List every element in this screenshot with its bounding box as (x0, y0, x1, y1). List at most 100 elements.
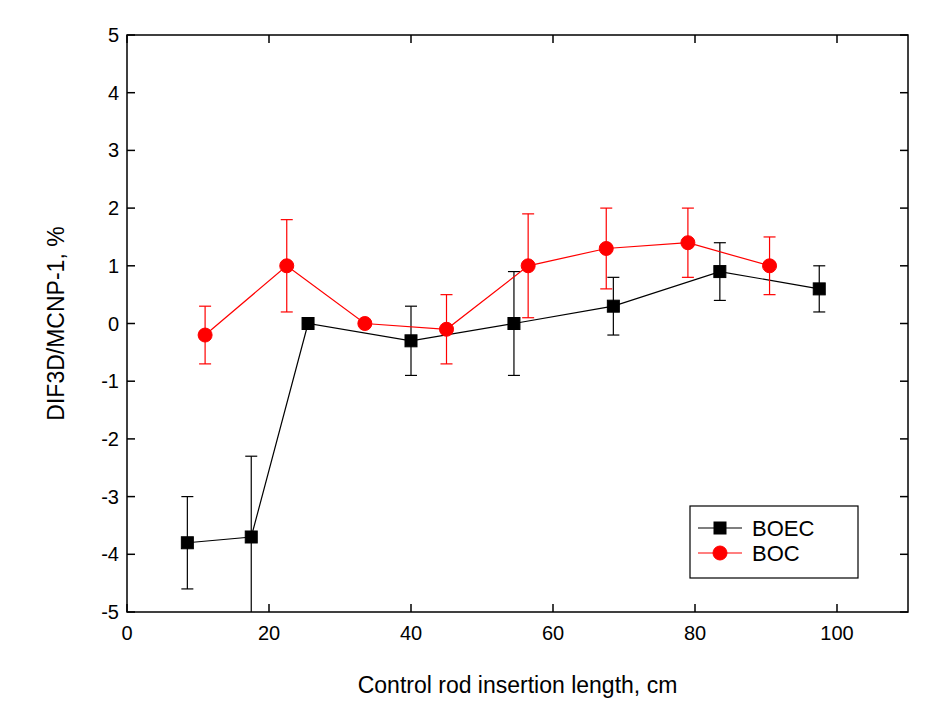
error-cap (245, 456, 257, 457)
legend-label: BOEC (752, 516, 814, 541)
data-point (714, 266, 726, 278)
x-tick (410, 604, 412, 612)
series-line (205, 243, 769, 335)
error-cap (199, 363, 211, 364)
error-bar (181, 497, 193, 589)
x-tick-label: 20 (258, 622, 280, 644)
y-tick-label: -5 (101, 601, 119, 623)
error-cap (508, 375, 520, 376)
data-point (245, 531, 257, 543)
error-cap (764, 294, 776, 295)
error-cap (508, 271, 520, 272)
data-point (508, 318, 520, 330)
y-tick (127, 496, 135, 498)
y-tick-right (900, 92, 908, 94)
legend-label: BOC (752, 541, 800, 566)
error-cap (441, 363, 453, 364)
y-tick-label: 2 (108, 197, 119, 219)
x-tick-label: 0 (121, 622, 132, 644)
y-tick-right (900, 496, 908, 498)
y-tick-label: -2 (101, 428, 119, 450)
y-tick-label: 3 (108, 139, 119, 161)
error-bar (199, 306, 211, 364)
error-cap (522, 213, 534, 214)
data-point (521, 259, 535, 273)
y-tick (127, 554, 135, 556)
x-axis-label: Control rod insertion length, cm (358, 672, 678, 698)
x-tick-label: 100 (820, 622, 853, 644)
y-tick (127, 34, 135, 36)
error-cap (405, 375, 417, 376)
error-cap (405, 306, 417, 307)
error-cap (600, 208, 612, 209)
error-cap (600, 288, 612, 289)
legend-box (690, 506, 858, 578)
x-tick (694, 604, 696, 612)
error-bar (508, 272, 520, 376)
y-tick-right (900, 150, 908, 152)
error-cap (181, 496, 193, 497)
y-tick-label: 4 (108, 82, 119, 104)
data-point (198, 328, 212, 342)
y-tick-right (900, 554, 908, 556)
y-tick (127, 380, 135, 382)
y-tick-label: 5 (108, 24, 119, 46)
error-cap (607, 277, 619, 278)
chart: 020406080100-5-4-3-2-1012345Control rod … (0, 0, 951, 706)
y-tick (127, 438, 135, 440)
y-tick (127, 92, 135, 94)
error-cap (441, 294, 453, 295)
x-tick (268, 604, 270, 612)
error-bar (281, 220, 293, 312)
data-point (405, 335, 417, 347)
series-line (187, 272, 819, 543)
x-tick-top (836, 35, 838, 43)
x-tick (836, 604, 838, 612)
y-tick-label: 1 (108, 255, 119, 277)
error-cap (714, 300, 726, 301)
error-cap (281, 219, 293, 220)
y-tick (127, 323, 135, 325)
x-tick-top (694, 35, 696, 43)
data-point (280, 259, 294, 273)
error-cap (682, 208, 694, 209)
error-cap (607, 334, 619, 335)
data-point (681, 236, 695, 250)
error-cap (682, 277, 694, 278)
x-tick-top (552, 35, 554, 43)
legend: BOECBOC (690, 506, 858, 578)
error-cap (181, 588, 193, 589)
y-tick (127, 265, 135, 267)
x-tick-top (126, 35, 128, 43)
error-cap (813, 265, 825, 266)
error-cap (813, 311, 825, 312)
x-tick-label: 80 (684, 622, 706, 644)
plot-frame (127, 35, 908, 612)
error-cap (199, 306, 211, 307)
y-tick-right (900, 34, 908, 36)
error-cap (764, 236, 776, 237)
error-bar (607, 277, 619, 335)
error-bar (682, 208, 694, 277)
error-cap (281, 311, 293, 312)
y-tick-right (900, 380, 908, 382)
error-bar (764, 237, 776, 295)
error-bar (441, 295, 453, 364)
y-tick-right (900, 611, 908, 613)
error-bar (813, 266, 825, 312)
error-bar (245, 456, 257, 612)
data-point (440, 322, 454, 336)
y-tick-right (900, 265, 908, 267)
y-tick (127, 611, 135, 613)
y-tick-label: 0 (108, 313, 119, 335)
error-cap (522, 317, 534, 318)
x-tick (552, 604, 554, 612)
data-point (607, 300, 619, 312)
y-tick (127, 207, 135, 209)
y-tick-label: -1 (101, 370, 119, 392)
x-tick-label: 60 (542, 622, 564, 644)
data-point (599, 241, 613, 255)
x-tick-label: 40 (400, 622, 422, 644)
error-bar (600, 208, 612, 289)
data-point (813, 283, 825, 295)
